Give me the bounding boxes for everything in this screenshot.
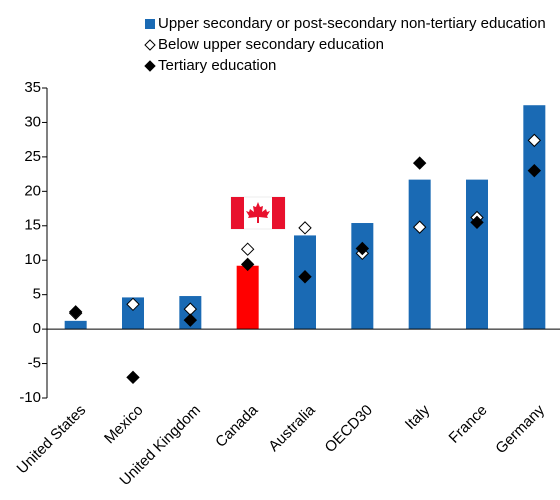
bar (408, 179, 431, 330)
bar (351, 223, 374, 330)
y-tick-label: 0 (33, 320, 41, 337)
canada-flag (230, 196, 286, 230)
x-tick-label: United States (14, 402, 90, 478)
marker (126, 370, 140, 385)
bar (64, 320, 87, 330)
x-tick-label: Italy (402, 401, 434, 433)
y-tick-label: 5 (33, 286, 41, 303)
marker (183, 313, 198, 327)
bar (466, 179, 488, 330)
legend-swatch (144, 60, 156, 72)
y-tick-label: 30 (24, 113, 41, 130)
y-tick-label: -10 (19, 389, 41, 406)
x-tick-label: Australia (265, 401, 319, 455)
y-tick-label: 20 (24, 182, 41, 199)
y-tick-label: 35 (24, 79, 41, 96)
legend-label: Below upper secondary education (158, 36, 384, 53)
flag-band (272, 197, 285, 229)
x-tick-label: Germany (492, 401, 548, 457)
marker (298, 221, 312, 235)
legend-swatch (145, 19, 155, 29)
y-tick-label: 10 (24, 251, 41, 268)
x-tick-label: Canada (212, 401, 262, 451)
legend-swatch (144, 39, 156, 51)
marker (126, 297, 140, 312)
marker (412, 220, 427, 234)
legend-label: Tertiary education (158, 57, 276, 74)
marker (298, 270, 312, 284)
flag-band (231, 197, 244, 229)
marker (240, 242, 255, 256)
marker (412, 156, 427, 170)
marker (240, 257, 255, 272)
bar (523, 105, 546, 330)
x-tick-label: Mexico (101, 402, 147, 448)
y-tick-label: -5 (28, 355, 41, 372)
marker (68, 305, 83, 319)
bar (236, 265, 259, 330)
legend-label: Upper secondary or post-secondary non-te… (158, 15, 546, 32)
x-tick-label: France (446, 402, 491, 447)
x-tick-label: OECD30 (321, 402, 375, 456)
y-tick-label: 15 (24, 217, 41, 234)
marker (355, 241, 370, 256)
marker (527, 163, 542, 178)
maple-leaf (246, 202, 270, 223)
marker (527, 133, 542, 148)
y-tick-label: 25 (24, 148, 41, 165)
marker (470, 215, 484, 230)
